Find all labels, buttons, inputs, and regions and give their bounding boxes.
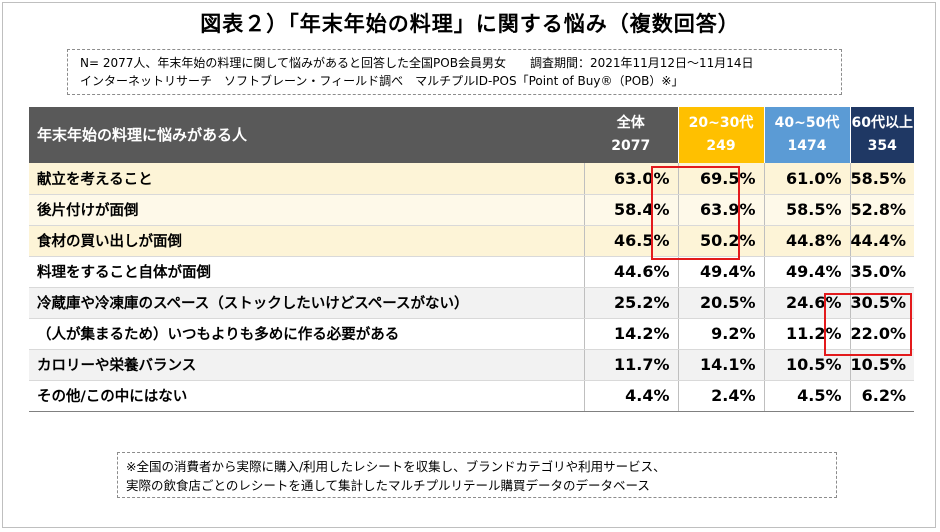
cell-value: 63.9%: [677, 194, 764, 226]
cell-value: 22.0%: [849, 318, 914, 350]
cell-value: 69.5%: [677, 163, 764, 195]
table-row: 後片付けが面倒 58.4% 63.9% 58.5% 52.8%: [29, 194, 914, 226]
table-header-row: 年末年始の料理に悩みがある人 全体 2077 20~30代 249 40~50代…: [29, 107, 914, 163]
cell-value: 63.0%: [583, 163, 678, 195]
cell-value: 6.2%: [849, 380, 914, 412]
cell-value: 44.6%: [583, 256, 678, 288]
column-header-n: 1474: [787, 138, 827, 154]
cell-value: 35.0%: [849, 256, 914, 288]
cell-value: 52.8%: [849, 194, 914, 226]
column-header-name: 60代以上: [851, 115, 913, 131]
column-header-40-50: 40~50代 1474: [763, 107, 850, 163]
cell-value: 24.6%: [763, 287, 850, 319]
survey-info-box: N= 2077人、年末年始の料理に関して悩みがあると回答した全国POB会員男女 …: [67, 49, 842, 95]
cell-value: 11.7%: [583, 349, 678, 381]
table-row: カロリーや栄養バランス 11.7% 14.1% 10.5% 10.5%: [29, 349, 914, 381]
row-label: カロリーや栄養バランス: [29, 349, 584, 381]
column-header-name: 全体: [616, 115, 645, 131]
row-label: 食材の買い出しが面倒: [29, 225, 584, 257]
cell-value: 4.5%: [763, 380, 850, 412]
cell-value: 25.2%: [583, 287, 678, 319]
cell-value: 10.5%: [763, 349, 850, 381]
table-row: 食材の買い出しが面倒 46.5% 50.2% 44.8% 44.4%: [29, 225, 914, 257]
table-row: 料理をすること自体が面倒 44.6% 49.4% 49.4% 35.0%: [29, 256, 914, 288]
cell-value: 58.5%: [849, 163, 914, 195]
cell-value: 50.2%: [677, 225, 764, 257]
table-row: 献立を考えること 63.0% 69.5% 61.0% 58.5%: [29, 163, 914, 195]
cell-value: 49.4%: [677, 256, 764, 288]
row-label: 冷蔵庫や冷凍庫のスペース（ストックしたいけどスペースがない）: [29, 287, 584, 319]
page-title: 図表２）「年末年始の料理」に関する悩み（複数回答）: [200, 12, 740, 36]
column-header-all: 全体 2077: [584, 107, 678, 163]
column-header-n: 354: [867, 138, 897, 154]
cell-value: 20.5%: [677, 287, 764, 319]
cell-value: 2.4%: [677, 380, 764, 412]
cell-value: 58.5%: [763, 194, 850, 226]
survey-info-line-1: N= 2077人、年末年始の料理に関して悩みがあると回答した全国POB会員男女 …: [80, 56, 754, 70]
cell-value: 49.4%: [763, 256, 850, 288]
cell-value: 10.5%: [849, 349, 914, 381]
cell-value: 30.5%: [849, 287, 914, 319]
column-header-n: 249: [706, 138, 736, 154]
results-table: 年末年始の料理に悩みがある人 全体 2077 20~30代 249 40~50代…: [29, 107, 914, 412]
footnote-line-2: 実際の飲食店ごとのレシートを通して集計したマルチプルリテール購買データのデータベ…: [126, 478, 650, 493]
row-label: 後片付けが面倒: [29, 194, 584, 226]
row-label: （人が集まるため）いつもよりも多めに作る必要がある: [29, 318, 584, 350]
cell-value: 44.8%: [763, 225, 850, 257]
cell-value: 14.1%: [677, 349, 764, 381]
column-header-n: 2077: [611, 138, 651, 154]
survey-info-line-2: インターネットリサーチ ソフトブレーン・フィールド調べ マルチプルID-POS「…: [80, 74, 684, 88]
cell-value: 44.4%: [849, 225, 914, 257]
cell-value: 9.2%: [677, 318, 764, 350]
column-header-name: 20~30代: [688, 115, 754, 131]
table-row: （人が集まるため）いつもよりも多めに作る必要がある 14.2% 9.2% 11.2% 2…: [29, 318, 914, 350]
column-header-name: 40~50代: [774, 115, 840, 131]
table-row: その他/この中にはない 4.4% 2.4% 4.5% 6.2%: [29, 380, 914, 412]
cell-value: 14.2%: [583, 318, 678, 350]
cell-value: 4.4%: [583, 380, 678, 412]
table-row: 冷蔵庫や冷凍庫のスペース（ストックしたいけどスペースがない） 25.2% 20.5%…: [29, 287, 914, 319]
cell-value: 46.5%: [583, 225, 678, 257]
cell-value: 61.0%: [763, 163, 850, 195]
table-body: 献立を考えること 63.0% 69.5% 61.0% 58.5% 後片付けが面倒 58.4%…: [29, 163, 914, 412]
row-label: 料理をすること自体が面倒: [29, 256, 584, 288]
cell-value: 58.4%: [583, 194, 678, 226]
row-header-label: 年末年始の料理に悩みがある人: [29, 107, 584, 163]
column-header-60-plus: 60代以上 354: [849, 107, 914, 163]
column-header-20-30: 20~30代 249: [677, 107, 764, 163]
footnote-box: ※全国の消費者から実際に購入/利用したレシートを収集し、ブランドカテゴリや利用サ…: [117, 452, 837, 498]
cell-value: 11.2%: [763, 318, 850, 350]
footnote-line-1: ※全国の消費者から実際に購入/利用したレシートを収集し、ブランドカテゴリや利用サ…: [126, 459, 666, 474]
row-label: 献立を考えること: [29, 163, 584, 195]
row-label: その他/この中にはない: [29, 380, 584, 412]
